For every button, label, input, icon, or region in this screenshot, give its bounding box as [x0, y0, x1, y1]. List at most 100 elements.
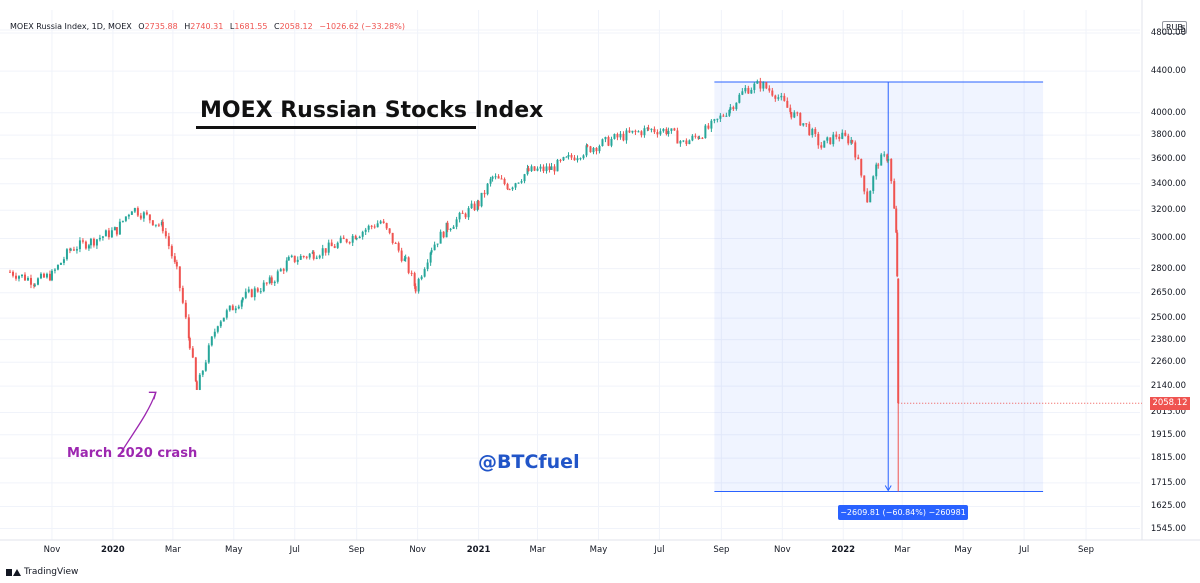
candle-body — [802, 123, 805, 126]
candle-body — [765, 82, 768, 89]
candle-body — [433, 244, 436, 251]
candle-body — [586, 145, 589, 147]
candle-body — [436, 243, 439, 245]
candle-body — [17, 276, 20, 279]
y-tick-label: 2140.00 — [1150, 381, 1186, 392]
candle-body — [370, 225, 373, 227]
candle-body — [142, 212, 145, 219]
candle-body — [287, 256, 290, 261]
candle-body — [725, 115, 728, 117]
candle-body — [780, 95, 783, 98]
candle-body — [184, 302, 187, 318]
candle-body — [595, 147, 598, 152]
candle-body — [483, 192, 486, 195]
candle-body — [336, 242, 339, 248]
candle-body — [404, 257, 407, 259]
candle-body — [173, 256, 176, 262]
candle-body — [420, 276, 423, 279]
candle-body — [210, 336, 213, 346]
candle-body — [324, 248, 327, 253]
y-tick-label: 3600.00 — [1150, 153, 1186, 164]
x-tick-label: 2021 — [466, 545, 491, 555]
candle-body — [741, 91, 744, 95]
author-handle: @BTCfuel — [478, 451, 580, 473]
candle-body — [685, 140, 688, 145]
candle-body — [559, 159, 562, 161]
candle-body — [550, 166, 553, 170]
candle-body — [768, 88, 771, 91]
y-tick-label: 2260.00 — [1150, 357, 1186, 368]
candle-body — [875, 164, 878, 177]
candle-body — [446, 222, 449, 230]
candle-body — [520, 181, 523, 183]
candle-body — [348, 242, 351, 244]
candle-body — [598, 146, 601, 152]
candle-body — [869, 190, 872, 203]
candle-body — [104, 230, 107, 237]
candle-body — [175, 261, 178, 267]
candle-body — [637, 131, 640, 133]
y-tick-label: 2380.00 — [1150, 334, 1186, 345]
candle-body — [732, 107, 735, 110]
candle-body — [228, 305, 231, 311]
candle-body — [178, 266, 181, 288]
candle-body — [130, 211, 133, 215]
candle-body — [480, 192, 483, 207]
candle-body — [247, 289, 250, 292]
x-tick-label: May — [954, 545, 972, 555]
candle-body — [354, 235, 357, 240]
candle-body — [835, 134, 838, 137]
currency-badge[interactable]: RUB — [1162, 21, 1187, 34]
candle-body — [107, 230, 110, 238]
candle-body — [157, 224, 160, 226]
candle-body — [400, 250, 403, 261]
candle-body — [497, 176, 500, 179]
candle-body — [139, 215, 142, 219]
x-tick-label: Jul — [654, 545, 665, 555]
x-tick-label: Mar — [529, 545, 546, 555]
candle-body — [866, 191, 869, 203]
candle-body — [391, 232, 394, 243]
footer-branding[interactable]: TradingView — [6, 567, 78, 577]
x-tick-label: Mar — [894, 545, 911, 555]
candle-body — [533, 166, 536, 171]
crash-annotation: March 2020 crash — [67, 446, 198, 461]
x-tick-label: Nov — [774, 545, 791, 555]
candle-body — [14, 275, 17, 279]
symbol-name: MOEX Russia Index, 1D, MOEX — [10, 22, 132, 31]
candle-body — [95, 239, 98, 246]
candle-body — [234, 308, 237, 311]
candle-body — [133, 208, 136, 212]
candle-body — [240, 300, 243, 307]
candle-body — [198, 374, 201, 390]
candle-body — [136, 208, 139, 216]
candle-body — [26, 277, 29, 281]
y-tick-label: 4800.00 — [1150, 28, 1186, 39]
candle-body — [333, 246, 336, 248]
candle-body — [455, 219, 458, 227]
candle-body — [628, 130, 631, 133]
candle-body — [500, 178, 503, 180]
candle-body — [713, 119, 716, 121]
close-value: 2058.12 — [279, 22, 313, 31]
candle-body — [536, 168, 539, 171]
x-tick-label: 2020 — [101, 545, 125, 555]
candle-body — [39, 273, 42, 279]
candle-body — [87, 245, 90, 249]
candle-body — [33, 284, 36, 286]
candle-body — [92, 238, 95, 246]
symbol-legend: MOEX Russia Index, 1D, MOEX O2735.88 H27… — [10, 22, 405, 31]
candle-body — [656, 132, 659, 135]
candle-body — [477, 201, 480, 207]
crash-arrow-head — [148, 391, 157, 400]
high-label: H — [184, 22, 191, 31]
candle-body — [808, 123, 811, 136]
candle-body — [89, 238, 92, 246]
candle-body — [880, 154, 883, 166]
candle-body — [145, 212, 148, 215]
candle-body — [670, 128, 673, 131]
y-tick-label: 1915.00 — [1150, 429, 1186, 440]
candle-body — [216, 326, 219, 332]
candle-body — [342, 237, 345, 240]
